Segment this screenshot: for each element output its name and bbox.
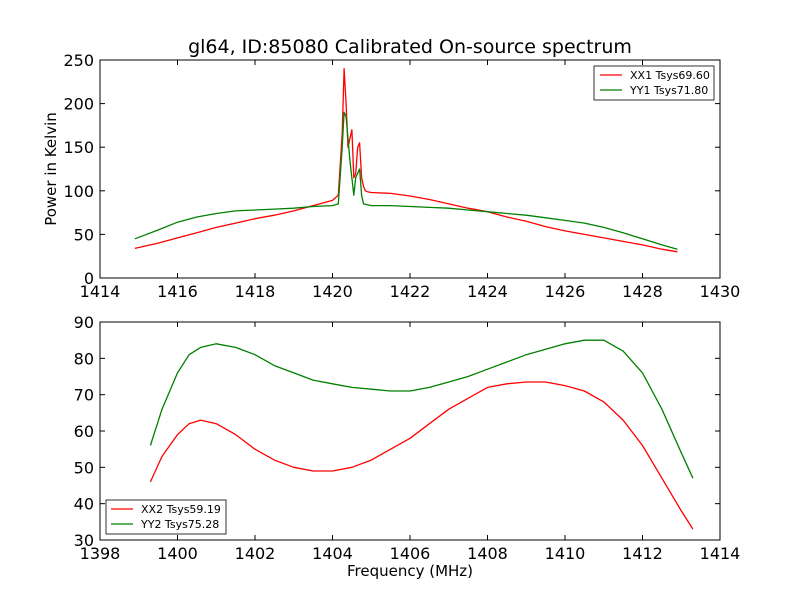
- top-legend-box: [593, 65, 715, 101]
- legend-label-yy1: YY1 Tsys71.80: [629, 84, 708, 97]
- bottom-x-tick-label: 1406: [390, 544, 431, 563]
- top-y-axis-label: Power in Kelvin: [42, 112, 60, 226]
- bottom-series-layer: [149, 339, 694, 530]
- bottom-y-tick-label: 80: [74, 349, 94, 368]
- legend-label-xx1: XX1 Tsys69.60: [630, 69, 710, 82]
- top-legend: XX1 Tsys69.60 YY1 Tsys71.80: [593, 65, 715, 101]
- top-x-tick-label: 1426: [545, 282, 586, 301]
- bottom-subplot: 1398 1400 1402 1404 1406 1408 1410 1412 1414 30 40…: [74, 313, 741, 580]
- bottom-x-axis-label: Frequency (MHz): [347, 562, 473, 580]
- top-x-tick-label: 1416: [157, 282, 198, 301]
- legend-label-xx2: XX2 Tsys59.19: [141, 503, 221, 516]
- bottom-y-tick-label: 50: [74, 458, 94, 477]
- bottom-x-tick-label: 1404: [312, 544, 353, 563]
- bottom-x-tick-label: 1400: [157, 544, 198, 563]
- bottom-x-tick-label: 1398: [80, 544, 121, 563]
- top-x-tick-label: 1424: [467, 282, 508, 301]
- bottom-y-tick-label: 40: [74, 495, 94, 514]
- legend-label-yy2: YY2 Tsys75.28: [140, 518, 219, 531]
- bottom-x-tick-label: 1402: [235, 544, 276, 563]
- top-x-tick-label: 1422: [390, 282, 431, 301]
- bottom-series-line-xx2: [149, 381, 694, 530]
- bottom-x-tick-label: 1412: [622, 544, 663, 563]
- chart-title: gl64, ID:85080 Calibrated On-source spec…: [188, 36, 632, 58]
- top-series-line-yy1: [134, 111, 678, 250]
- top-y-tick-label: 50: [74, 225, 94, 244]
- top-y-tick-label: 150: [63, 138, 94, 157]
- bottom-x-tick-label: 1414: [700, 544, 741, 563]
- top-x-tick-label: 1414: [80, 282, 121, 301]
- bottom-ticks-layer: 1398 1400 1402 1404 1406 1408 1410 1412 1414 30 40…: [74, 313, 741, 563]
- top-x-tick-label: 1428: [622, 282, 663, 301]
- top-x-tick-label: 1430: [700, 282, 741, 301]
- top-y-tick-label: 0: [84, 269, 94, 288]
- top-ticks-layer: 1414 1416 1418 1420 1422 1424 1426 1428 1430 0 50 1…: [63, 51, 740, 301]
- top-y-tick-label: 200: [63, 95, 94, 114]
- bottom-series-line-yy2: [149, 339, 694, 479]
- bottom-y-tick-label: 30: [74, 531, 94, 550]
- top-subplot: 1414 1416 1418 1420 1422 1424 1426 1428 1430 0 50 1…: [42, 51, 740, 301]
- top-x-tick-label: 1420: [312, 282, 353, 301]
- bottom-legend-box: [105, 499, 227, 535]
- bottom-x-tick-label: 1408: [467, 544, 508, 563]
- bottom-y-tick-label: 90: [74, 313, 94, 332]
- top-series-line-xx1: [134, 68, 678, 253]
- bottom-legend: XX2 Tsys59.19 YY2 Tsys75.28: [105, 499, 227, 535]
- bottom-y-tick-label: 70: [74, 386, 94, 405]
- bottom-x-tick-label: 1410: [545, 544, 586, 563]
- top-y-tick-label: 100: [63, 182, 94, 201]
- top-series-layer: [134, 68, 678, 253]
- bottom-y-tick-label: 60: [74, 422, 94, 441]
- top-x-tick-label: 1418: [235, 282, 276, 301]
- top-y-tick-label: 250: [63, 51, 94, 70]
